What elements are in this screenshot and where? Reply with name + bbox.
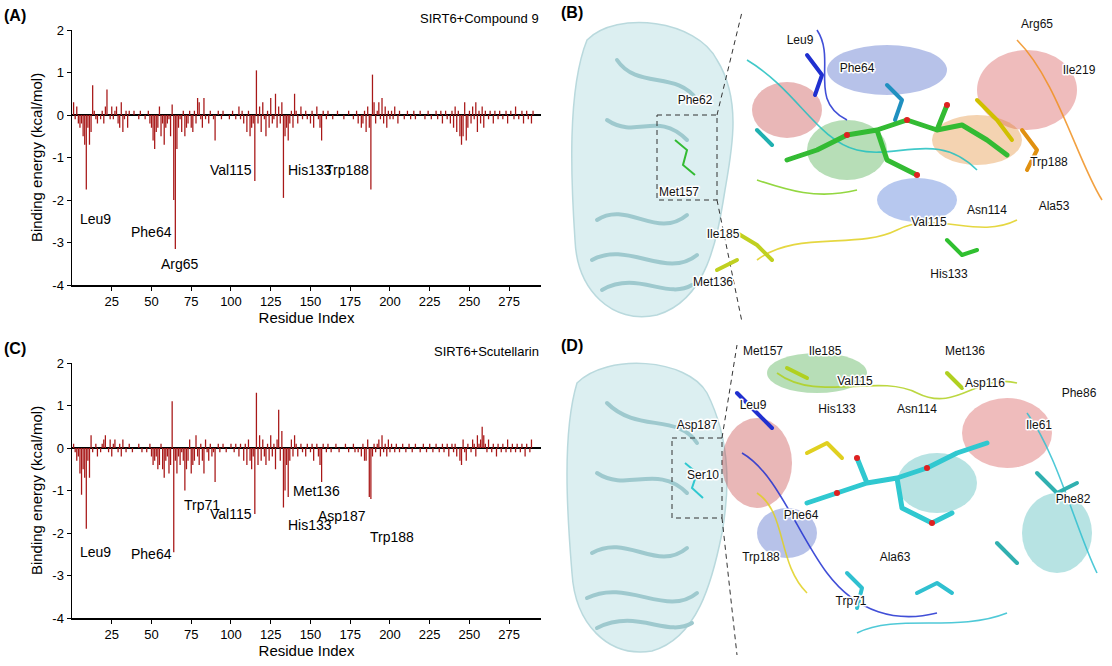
svg-text:Leu9: Leu9 bbox=[787, 33, 814, 47]
svg-text:Trp188: Trp188 bbox=[370, 529, 414, 545]
svg-text:Trp188: Trp188 bbox=[1030, 155, 1068, 169]
svg-text:100: 100 bbox=[220, 294, 242, 309]
svg-text:1: 1 bbox=[57, 398, 64, 413]
svg-text:Binding energy (kcal/mol): Binding energy (kcal/mol) bbox=[28, 73, 45, 242]
svg-text:75: 75 bbox=[184, 294, 198, 309]
svg-text:SIRT6+Scutellarin: SIRT6+Scutellarin bbox=[434, 344, 539, 359]
svg-text:-2: -2 bbox=[52, 193, 64, 208]
svg-text:Val115: Val115 bbox=[210, 506, 252, 522]
svg-text:Val115: Val115 bbox=[210, 162, 252, 178]
svg-text:-4: -4 bbox=[52, 278, 64, 293]
svg-text:His133: His133 bbox=[930, 267, 968, 281]
svg-text:Val115: Val115 bbox=[837, 374, 873, 388]
svg-text:His133: His133 bbox=[288, 517, 332, 533]
svg-text:Residue Index: Residue Index bbox=[259, 642, 355, 659]
svg-text:175: 175 bbox=[339, 627, 361, 642]
svg-text:Phe64: Phe64 bbox=[840, 61, 875, 75]
svg-text:Ile185: Ile185 bbox=[707, 227, 740, 241]
svg-text:200: 200 bbox=[379, 627, 401, 642]
svg-text:250: 250 bbox=[459, 627, 481, 642]
svg-text:Asn114: Asn114 bbox=[967, 203, 1007, 217]
svg-text:50: 50 bbox=[144, 294, 158, 309]
svg-text:Leu9: Leu9 bbox=[80, 211, 111, 227]
svg-text:Trp188: Trp188 bbox=[325, 162, 369, 178]
svg-text:100: 100 bbox=[220, 627, 242, 642]
svg-text:-3: -3 bbox=[52, 235, 64, 250]
svg-text:(D): (D) bbox=[561, 337, 583, 354]
svg-text:Trp71: Trp71 bbox=[184, 497, 220, 513]
svg-text:2: 2 bbox=[57, 356, 64, 371]
svg-text:(C): (C) bbox=[4, 340, 26, 357]
svg-text:-3: -3 bbox=[52, 568, 64, 583]
svg-text:His133: His133 bbox=[288, 162, 332, 178]
svg-text:125: 125 bbox=[260, 294, 282, 309]
svg-text:25: 25 bbox=[105, 294, 119, 309]
svg-text:(B): (B) bbox=[561, 4, 583, 21]
svg-text:Phe86: Phe86 bbox=[1062, 386, 1097, 400]
svg-text:125: 125 bbox=[260, 627, 282, 642]
svg-text:SIRT6+Compound 9: SIRT6+Compound 9 bbox=[420, 11, 539, 26]
svg-text:Ile185: Ile185 bbox=[809, 344, 842, 358]
svg-text:Arg65: Arg65 bbox=[1021, 17, 1053, 31]
svg-text:200: 200 bbox=[379, 294, 401, 309]
svg-text:150: 150 bbox=[300, 294, 322, 309]
svg-text:Arg65: Arg65 bbox=[161, 256, 199, 272]
svg-text:150: 150 bbox=[300, 627, 322, 642]
svg-text:Asp187: Asp187 bbox=[677, 418, 718, 432]
svg-text:250: 250 bbox=[459, 294, 481, 309]
svg-text:Leu9: Leu9 bbox=[740, 398, 767, 412]
svg-text:Phe64: Phe64 bbox=[131, 224, 172, 240]
svg-text:His133: His133 bbox=[818, 402, 856, 416]
svg-text:Phe64: Phe64 bbox=[784, 508, 819, 522]
svg-text:Phe64: Phe64 bbox=[131, 546, 172, 562]
svg-text:Met136: Met136 bbox=[945, 344, 985, 358]
svg-text:Asp116: Asp116 bbox=[965, 376, 1005, 390]
svg-text:-2: -2 bbox=[52, 526, 64, 541]
svg-text:225: 225 bbox=[419, 294, 441, 309]
svg-text:Phe82: Phe82 bbox=[1056, 492, 1091, 506]
svg-text:-4: -4 bbox=[52, 611, 64, 626]
svg-text:Ala63: Ala63 bbox=[880, 550, 911, 564]
svg-text:Binding energy (kcal/mol): Binding energy (kcal/mol) bbox=[28, 406, 45, 575]
svg-text:2: 2 bbox=[57, 23, 64, 38]
svg-text:Asp187: Asp187 bbox=[318, 508, 366, 524]
svg-text:Trp71: Trp71 bbox=[836, 594, 867, 608]
svg-text:Phe62: Phe62 bbox=[678, 93, 713, 107]
svg-text:25: 25 bbox=[105, 627, 119, 642]
svg-text:-1: -1 bbox=[52, 483, 64, 498]
svg-text:(A): (A) bbox=[4, 7, 26, 24]
svg-text:Met136: Met136 bbox=[693, 275, 733, 289]
svg-text:225: 225 bbox=[419, 627, 441, 642]
svg-text:0: 0 bbox=[57, 441, 64, 456]
svg-text:175: 175 bbox=[339, 294, 361, 309]
svg-text:Met136: Met136 bbox=[293, 483, 340, 499]
svg-text:Trp188: Trp188 bbox=[742, 550, 780, 564]
svg-text:Ile61: Ile61 bbox=[1026, 418, 1052, 432]
svg-text:1: 1 bbox=[57, 65, 64, 80]
svg-text:-1: -1 bbox=[52, 150, 64, 165]
svg-text:Met157: Met157 bbox=[743, 344, 783, 358]
svg-text:275: 275 bbox=[498, 627, 520, 642]
svg-text:50: 50 bbox=[144, 627, 158, 642]
svg-text:Ser10: Ser10 bbox=[687, 468, 719, 482]
svg-text:Ala53: Ala53 bbox=[1039, 199, 1070, 213]
svg-text:Met157: Met157 bbox=[659, 185, 699, 199]
svg-text:75: 75 bbox=[184, 627, 198, 642]
svg-text:275: 275 bbox=[498, 294, 520, 309]
svg-text:0: 0 bbox=[57, 108, 64, 123]
svg-text:Residue Index: Residue Index bbox=[259, 309, 355, 326]
svg-text:Ile219: Ile219 bbox=[1063, 63, 1096, 77]
svg-text:Val115: Val115 bbox=[911, 215, 947, 229]
svg-text:Leu9: Leu9 bbox=[80, 544, 111, 560]
svg-text:Asn114: Asn114 bbox=[897, 402, 937, 416]
